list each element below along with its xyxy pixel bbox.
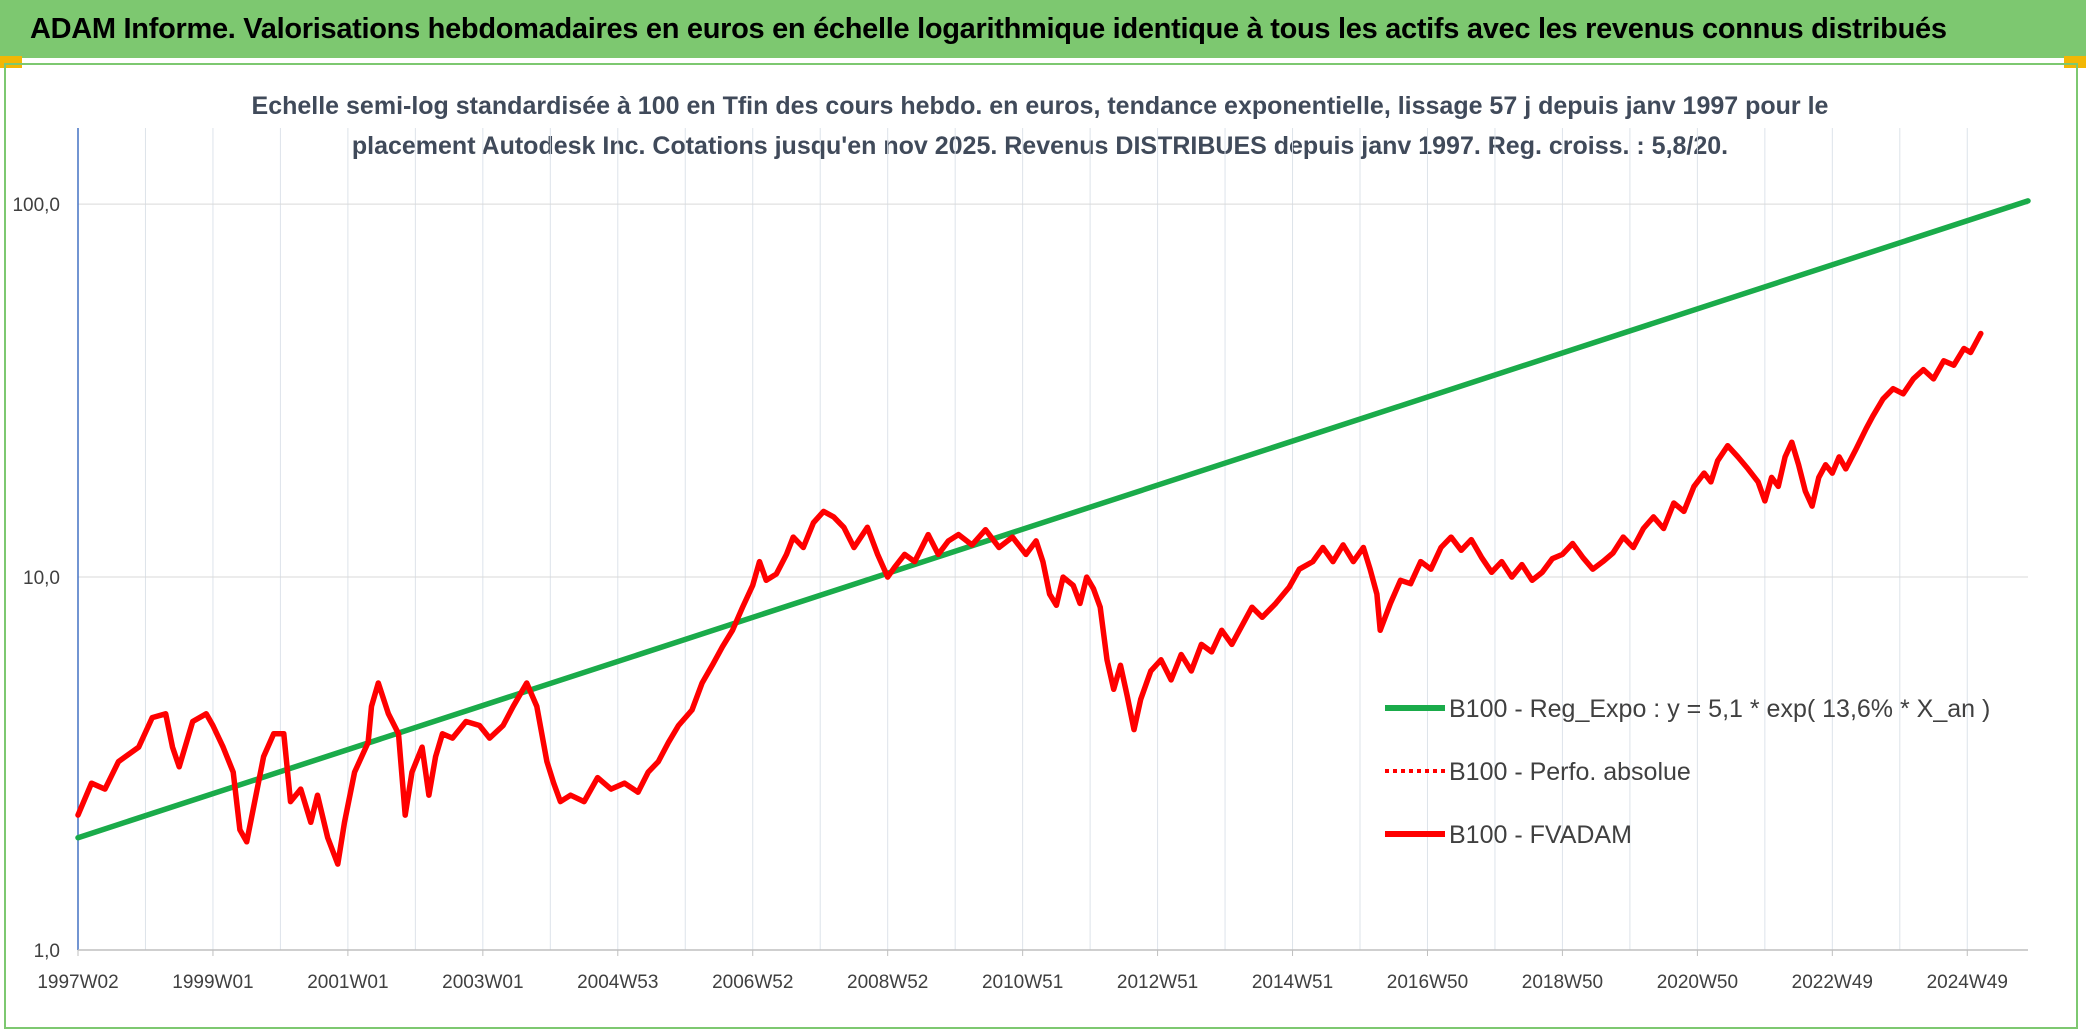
corner-marker-right: [2064, 56, 2086, 68]
x-tick-label: 2012W51: [1117, 972, 1198, 993]
x-tick-label: 2016W50: [1387, 972, 1468, 993]
chart-title-line1: Echelle semi-log standardisée à 100 en T…: [251, 92, 1829, 120]
x-tick-label: 1999W01: [172, 972, 253, 993]
legend-label-1: B100 - Perfo. absolue: [1449, 758, 1691, 786]
x-tick-label: 2024W49: [1927, 972, 2008, 993]
x-tick-label: 2006W52: [712, 972, 793, 993]
chart-title-line2: placement Autodesk Inc. Cotations jusqu'…: [351, 132, 1729, 160]
header-banner: ADAM Informe. Valorisations hebdomadaire…: [0, 0, 2086, 58]
x-tick-label: 2020W50: [1657, 972, 1738, 993]
series-line-0: [75, 198, 2031, 841]
x-tick-label: 2008W52: [847, 972, 928, 993]
x-tick-label: 2004W53: [577, 972, 658, 993]
x-tick-label: 2018W50: [1522, 972, 1603, 993]
y-tick-label: 10,0: [23, 568, 60, 589]
y-tick-label: 1,0: [34, 941, 60, 962]
chart-frame: [4, 63, 2078, 1029]
legend-label-2: B100 - FVADAM: [1449, 821, 1632, 849]
x-tick-label: 2014W51: [1252, 972, 1333, 993]
legend-label-0: B100 - Reg_Expo : y = 5,1 * exp( 13,6% *…: [1449, 695, 1990, 723]
x-tick-label: 2003W01: [442, 972, 523, 993]
x-tick-label: 2022W49: [1792, 972, 1873, 993]
series-lines: [75, 198, 2031, 867]
x-tick-label: 2001W01: [307, 972, 388, 993]
axes: 1,0 10,0 100,0 1997W02 1999W01 2001W01 2003W01…: [12, 128, 2028, 993]
page-title: ADAM Informe. Valorisations hebdomadaire…: [30, 12, 1947, 45]
chart-title: Echelle semi-log standardisée à 100 en T…: [230, 86, 1850, 166]
y-tick-label: 100,0: [12, 195, 60, 216]
x-tick-label: 1997W02: [37, 972, 118, 993]
grid: [77, 128, 2028, 951]
legend: B100 - Reg_Expo : y = 5,1 * exp( 13,6% *…: [1385, 695, 1990, 849]
x-tick-label: 2010W51: [982, 972, 1063, 993]
series-line-2: [75, 330, 1984, 867]
